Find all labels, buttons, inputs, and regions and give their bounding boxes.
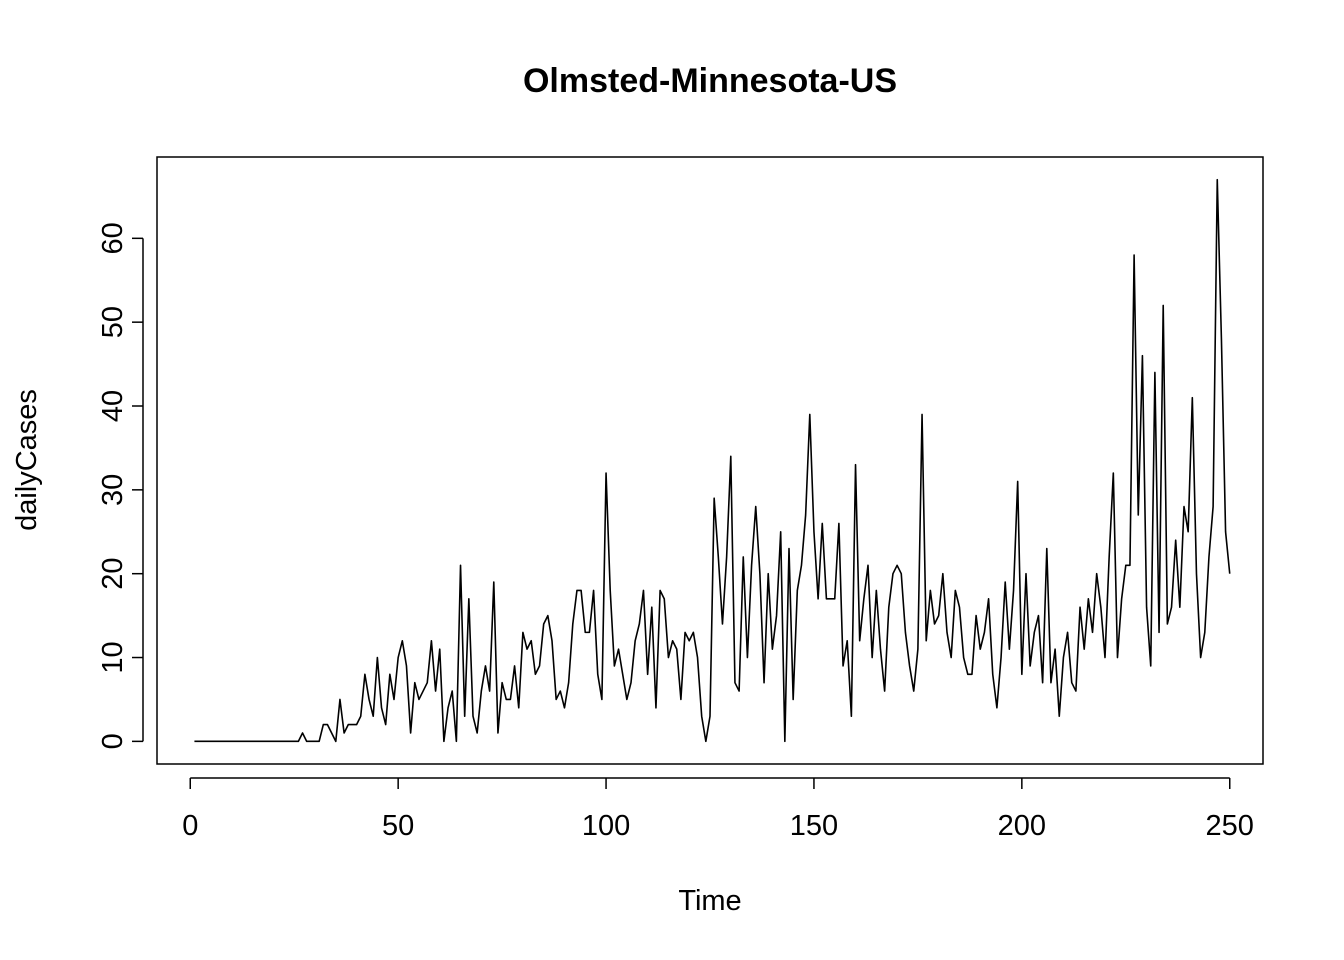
y-tick-label: 50 <box>97 306 129 338</box>
x-tick-label: 100 <box>582 810 630 842</box>
y-axis: 0 10 20 30 40 50 60 <box>97 222 144 749</box>
y-tick-label: 10 <box>97 641 129 673</box>
x-tick-label: 0 <box>182 810 198 842</box>
x-axis-label: Time <box>678 885 741 917</box>
y-tick-label: 40 <box>97 390 129 422</box>
y-tick-label: 30 <box>97 474 129 506</box>
y-tick-label: 60 <box>97 222 129 254</box>
x-axis: 0 50 100 150 200 250 <box>182 777 1254 842</box>
chart-title: Olmsted-Minnesota-US <box>523 62 897 100</box>
series-line-dailyCases <box>194 178 1231 743</box>
plot-frame <box>156 156 1264 765</box>
y-tick-label: 0 <box>97 733 129 749</box>
y-axis-label: dailyCases <box>11 389 43 531</box>
x-tick-label: 250 <box>1206 810 1254 842</box>
y-tick-label: 20 <box>97 558 129 590</box>
x-tick-label: 150 <box>790 810 838 842</box>
x-tick-label: 200 <box>998 810 1046 842</box>
x-tick-label: 50 <box>382 810 414 842</box>
